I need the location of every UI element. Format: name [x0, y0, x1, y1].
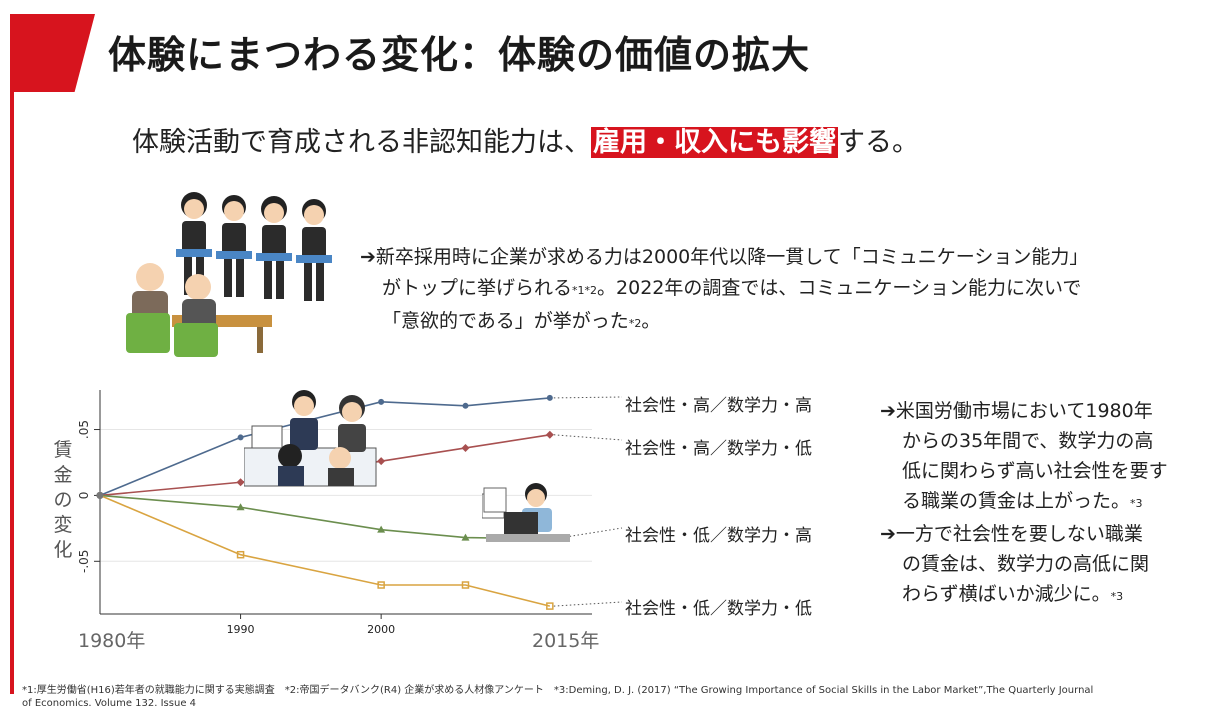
y-tick-label: -.05	[77, 550, 91, 573]
series-label-leader	[553, 434, 623, 441]
wage-note-p1-line4-text: る職業の賃金は上がった。	[902, 490, 1131, 512]
subtitle-before: 体験活動で育成される非認知能力は、	[132, 127, 591, 158]
wage-note-footnote-ref: *3	[1130, 497, 1143, 510]
footnotes: *1:厚生労働省(H16)若年者の就職能力に関する実態調査 *2:帝国データバン…	[22, 684, 1222, 710]
x-tick-label: 2000	[367, 623, 395, 636]
x-end-label: 2015年	[532, 630, 599, 652]
hiring-note-line3-a: 「意欲的である」が挙がった	[382, 310, 629, 332]
data-point	[236, 478, 245, 487]
series-label-low-social-high-math: 社会性・低／数学力・高	[625, 526, 812, 546]
data-point	[377, 525, 386, 533]
series-label-high-social-high-math: 社会性・高／数学力・高	[625, 396, 812, 416]
subtitle: 体験活動で育成される非認知能力は、雇用・収入にも影響する。	[132, 120, 919, 159]
series-line	[99, 494, 551, 607]
wage-note-p1-line2: からの35年間で、数学力の高	[902, 430, 1154, 452]
hiring-note: ➔新卒採用時に企業が求める力は2000年代以降一貫して「コミュニケーション能力」…	[360, 242, 1200, 339]
data-point	[546, 602, 554, 610]
data-point	[378, 398, 385, 405]
origin-point	[96, 491, 104, 499]
x-tick-label: 1990	[227, 623, 255, 636]
accent-bar	[10, 14, 14, 694]
data-point	[462, 402, 469, 409]
wage-note-p1-line3: 低に関わらず高い社会性を要す	[902, 460, 1168, 482]
series-label-leader	[553, 396, 623, 399]
series-label-leader	[553, 601, 623, 607]
footnote-line1: *1:厚生労働省(H16)若年者の就職能力に関する実態調査 *2:帝国データバン…	[22, 685, 1094, 696]
data-point	[377, 581, 385, 589]
wage-note-p2-head: ➔一方で社会性を要しない職業	[880, 523, 1143, 545]
x-start-label: 1980年	[78, 630, 145, 652]
office-illustration	[244, 390, 377, 487]
data-point	[461, 533, 470, 541]
hiring-note-footnote-ref: *1*2	[572, 284, 598, 297]
subtitle-highlight: 雇用・収入にも影響	[591, 127, 838, 158]
subtitle-after: する。	[838, 127, 919, 158]
hiring-note-line2-b: 。2022年の調査では、コミュニケーション能力に次いで	[597, 277, 1082, 299]
y-tick-label: .05	[77, 420, 91, 439]
data-point	[546, 394, 553, 401]
hiring-note-line3: 「意欲的である」が挙がった*2。	[360, 306, 1200, 339]
title-flag	[10, 14, 95, 92]
hiring-note-footnote-ref-2: *2	[628, 317, 642, 330]
wage-note-p2-line3-text: わらず横ばいか減少に。	[902, 583, 1111, 605]
hiring-note-line2-a: がトップに挙げられる	[382, 277, 573, 299]
interviewer-figures	[126, 263, 272, 357]
data-point	[237, 434, 244, 441]
data-point	[461, 443, 470, 452]
data-point	[236, 550, 245, 559]
series-label-low-social-low-math: 社会性・低／数学力・低	[625, 599, 812, 619]
wage-note: ➔米国労働市場において1980年 からの35年間で、数学力の高 低に関わらず高い…	[880, 396, 1220, 612]
candidate-figures	[176, 192, 332, 301]
data-point	[377, 457, 386, 466]
wage-note-p1-head: ➔米国労働市場において1980年	[880, 400, 1153, 422]
hiring-note-line2: がトップに挙げられる*1*2。2022年の調査では、コミュニケーション能力に次い…	[360, 273, 1200, 306]
hiring-note-line1: ➔新卒採用時に企業が求める力は2000年代以降一貫して「コミュニケーション能力」	[360, 246, 1089, 268]
y-tick-label: 0	[77, 492, 91, 500]
wage-note-footnote-ref-2: *3	[1110, 590, 1124, 603]
worker-illustration	[482, 483, 570, 542]
page-title: 体験にまつわる変化：体験の価値の拡大	[108, 33, 811, 77]
data-point	[461, 581, 470, 589]
hiring-note-line3-b: 。	[641, 310, 661, 332]
y-axis-label: 賃金の変化	[53, 439, 73, 561]
wage-note-p2-line3: わらず横ばいか減少に。*3	[880, 579, 1220, 612]
wage-note-p2-line2: の賃金は、数学力の高低に関	[902, 553, 1150, 575]
footnote-line2: of Economics. Volume 132. Issue 4	[22, 698, 197, 709]
wage-note-p1-line4: る職業の賃金は上がった。*3	[880, 486, 1220, 519]
series-label-high-social-low-math: 社会性・高／数学力・低	[625, 439, 812, 459]
data-point	[545, 430, 554, 439]
interview-illustration	[126, 192, 332, 357]
chart-axes: .05 0 -.05 1990 2000 1980年 2015年	[77, 390, 599, 652]
data-point	[236, 503, 245, 511]
